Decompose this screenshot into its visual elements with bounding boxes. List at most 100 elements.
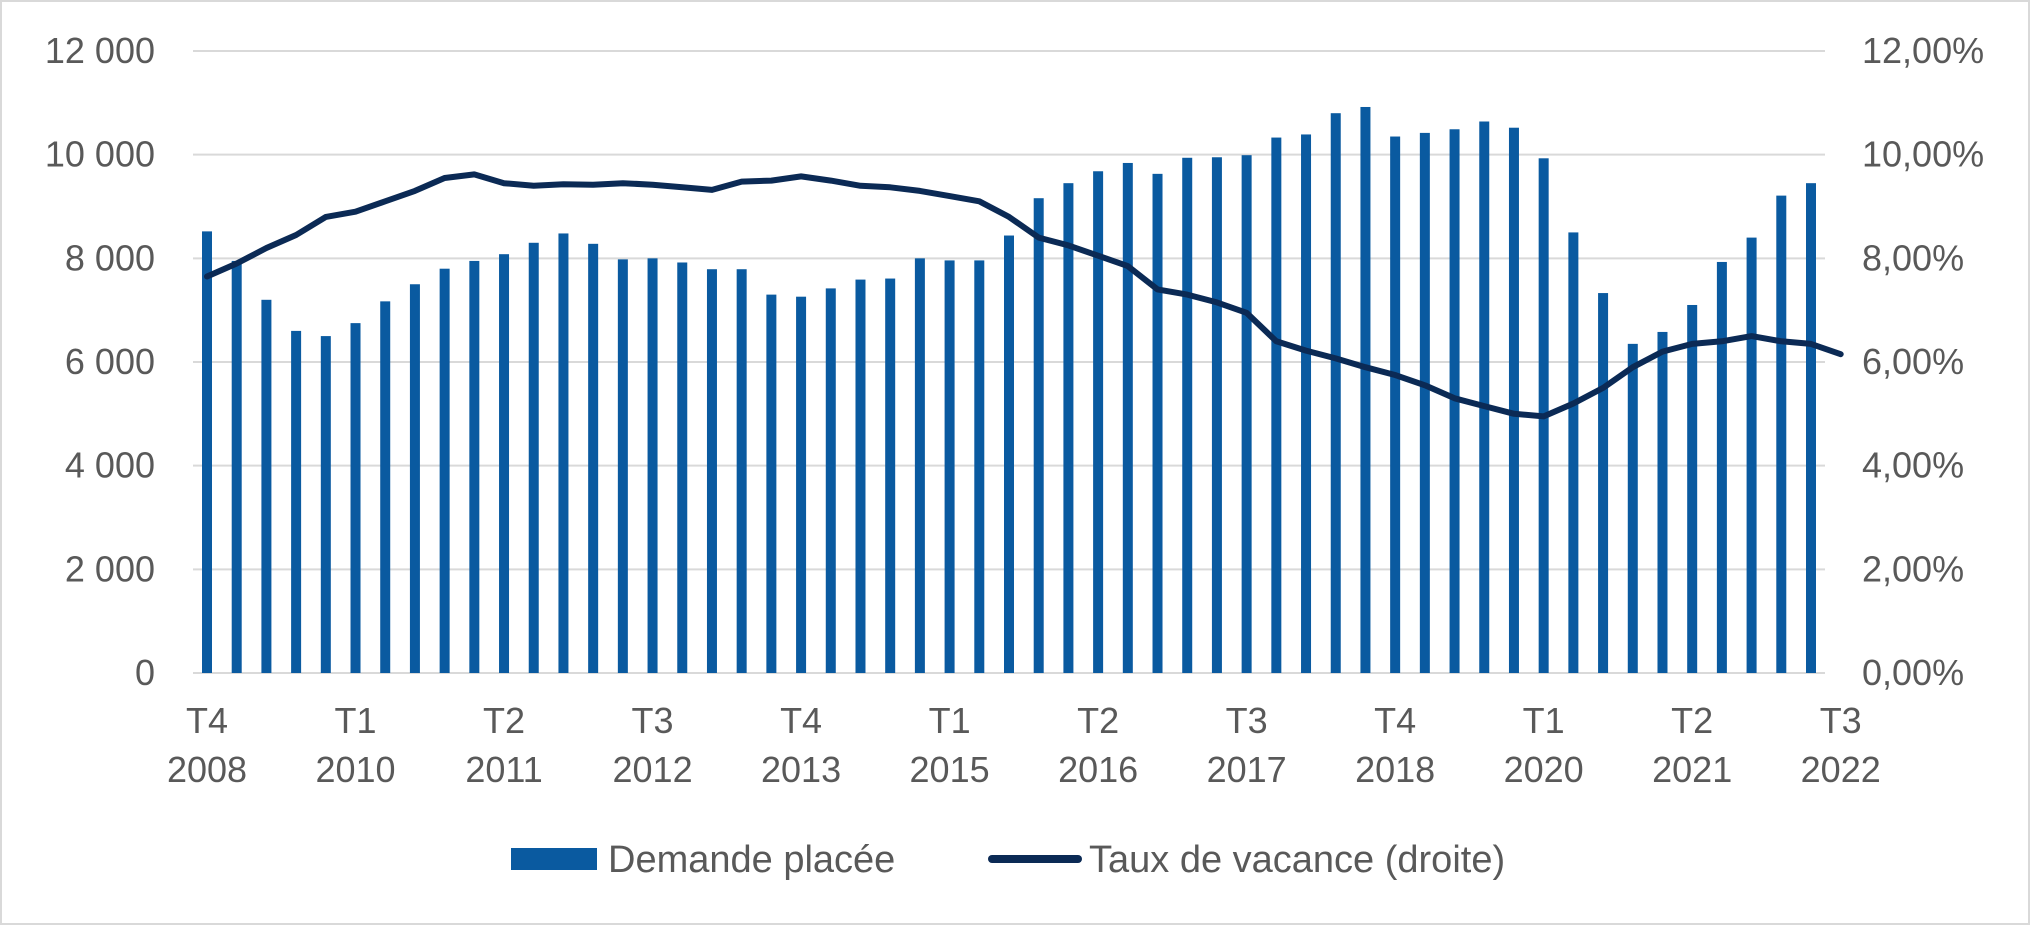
bar bbox=[1776, 195, 1787, 674]
x-tick-label-quarter: T4 bbox=[1374, 700, 1416, 741]
bar bbox=[796, 296, 807, 673]
bar bbox=[499, 254, 510, 674]
bar bbox=[409, 284, 420, 673]
y-left-tick-label: 12 000 bbox=[45, 30, 155, 71]
bar bbox=[1657, 331, 1668, 673]
bar bbox=[558, 233, 569, 673]
bar bbox=[825, 288, 836, 673]
bar bbox=[914, 258, 925, 673]
line-series-taux-de-vacance bbox=[204, 171, 1844, 420]
bar bbox=[261, 299, 272, 673]
bar bbox=[1122, 162, 1133, 673]
x-tick-label-quarter: T3 bbox=[632, 700, 674, 741]
x-tick-label-quarter: T2 bbox=[483, 700, 525, 741]
bar bbox=[736, 269, 747, 673]
x-tick-label-quarter: T3 bbox=[1820, 700, 1862, 741]
bar bbox=[588, 243, 599, 673]
bar bbox=[1568, 232, 1579, 673]
bar bbox=[202, 231, 212, 673]
x-tick-label-year: 2016 bbox=[1058, 749, 1138, 790]
y-right-tick-label: 0,00% bbox=[1862, 652, 1964, 693]
bar bbox=[350, 323, 361, 673]
bar bbox=[231, 260, 242, 673]
bar bbox=[380, 301, 391, 673]
bar bbox=[1063, 183, 1074, 674]
x-tick-label-year: 2018 bbox=[1355, 749, 1435, 790]
bar bbox=[1152, 173, 1163, 673]
bar bbox=[647, 258, 658, 673]
x-tick-label-year: 2022 bbox=[1801, 749, 1881, 790]
x-tick-label-quarter: T4 bbox=[186, 700, 228, 741]
bar bbox=[1182, 157, 1193, 673]
bar bbox=[1271, 137, 1282, 674]
bar bbox=[766, 294, 777, 673]
y-left-tick-label: 6 000 bbox=[65, 341, 155, 382]
legend-label-line: Taux de vacance (droite) bbox=[1089, 839, 1505, 881]
bar bbox=[469, 260, 480, 673]
x-tick-label-year: 2017 bbox=[1207, 749, 1287, 790]
x-tick-label-year: 2015 bbox=[910, 749, 990, 790]
y-right-tick-label: 8,00% bbox=[1862, 237, 1964, 278]
x-tick-label-year: 2021 bbox=[1652, 749, 1732, 790]
y-left-tick-label: 10 000 bbox=[45, 134, 155, 175]
bar bbox=[1806, 183, 1816, 674]
bar bbox=[320, 336, 331, 673]
bar bbox=[1598, 293, 1609, 673]
x-tick-label-quarter: T1 bbox=[929, 700, 971, 741]
bar bbox=[1301, 134, 1312, 673]
y-right-tick-label: 4,00% bbox=[1862, 445, 1964, 486]
bar bbox=[706, 269, 717, 673]
bar bbox=[1508, 127, 1519, 674]
bar bbox=[291, 330, 302, 673]
x-tick-label-quarter: T2 bbox=[1077, 700, 1119, 741]
bar bbox=[1241, 155, 1252, 673]
bar bbox=[1004, 235, 1014, 673]
bar bbox=[1211, 157, 1222, 674]
y-axis-left-ticks: 0 2 000 4 000 6 000 8 000 10 000 12 000 bbox=[45, 30, 155, 693]
y-left-tick-label: 0 bbox=[135, 652, 155, 693]
bar bbox=[885, 278, 896, 673]
bar bbox=[439, 268, 450, 673]
bar bbox=[1716, 261, 1727, 673]
bar bbox=[1390, 136, 1401, 673]
y-left-tick-label: 2 000 bbox=[65, 548, 155, 589]
bar bbox=[1687, 304, 1698, 673]
bar bbox=[1479, 121, 1490, 673]
x-tick-label-quarter: T1 bbox=[335, 700, 377, 741]
y-right-tick-label: 10,00% bbox=[1862, 134, 1984, 175]
bar bbox=[1093, 171, 1104, 673]
bar bbox=[944, 260, 955, 673]
y-left-tick-label: 8 000 bbox=[65, 237, 155, 278]
y-right-tick-label: 2,00% bbox=[1862, 548, 1964, 589]
x-tick-label-year: 2012 bbox=[613, 749, 693, 790]
x-tick-label-year: 2008 bbox=[167, 749, 247, 790]
bar bbox=[1330, 113, 1341, 673]
x-axis-ticks: T4 2008 T1 2010 T2 2011 T3 2012 T4 2013 T1 2015 T2 20… bbox=[167, 700, 1881, 790]
y-right-tick-label: 6,00% bbox=[1862, 341, 1964, 382]
legend: Demande placée Taux de vacance (droite) bbox=[511, 839, 1505, 881]
bar bbox=[1419, 132, 1430, 673]
bar bbox=[1746, 237, 1757, 673]
bar bbox=[974, 260, 985, 673]
x-tick-label-year: 2010 bbox=[315, 749, 395, 790]
bar bbox=[617, 259, 628, 673]
x-tick-label-quarter: T1 bbox=[1523, 700, 1565, 741]
y-left-tick-label: 4 000 bbox=[65, 445, 155, 486]
bar bbox=[855, 279, 866, 673]
x-tick-label-year: 2011 bbox=[465, 749, 542, 790]
legend-label-bars: Demande placée bbox=[608, 839, 895, 881]
bar bbox=[1360, 106, 1371, 674]
bar bbox=[1033, 198, 1044, 673]
x-tick-label-year: 2013 bbox=[761, 749, 841, 790]
x-tick-label-year: 2020 bbox=[1504, 749, 1584, 790]
x-tick-label-quarter: T3 bbox=[1226, 700, 1268, 741]
bar bbox=[528, 242, 539, 674]
legend-swatch-bars bbox=[511, 848, 597, 870]
vacancy-rate-line bbox=[204, 171, 1844, 420]
bar bbox=[1627, 343, 1638, 673]
x-tick-label-quarter: T2 bbox=[1671, 700, 1713, 741]
bar bbox=[677, 262, 688, 673]
bar-series-demande-placee bbox=[202, 106, 1816, 674]
y-axis-right-ticks: 0,00% 2,00% 4,00% 6,00% 8,00% 10,00% 12,00% bbox=[1862, 30, 1984, 693]
